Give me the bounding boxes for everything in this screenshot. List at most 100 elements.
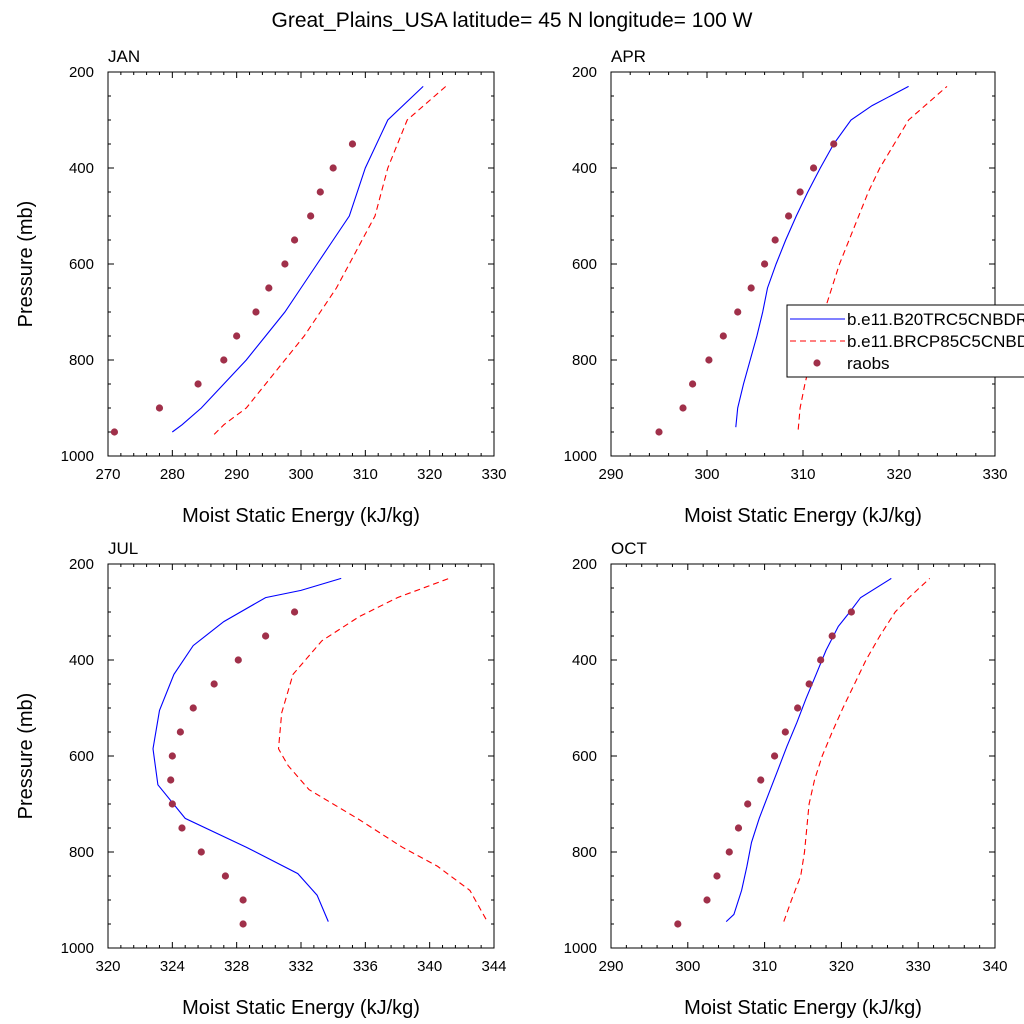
x-tick-label: 320 bbox=[417, 466, 442, 483]
y-tick-label: 600 bbox=[69, 256, 94, 273]
legend: b.e11.B20TRC5CNBDRD b.e11.BRCP85C5CNBDRD r… bbox=[786, 304, 1024, 378]
raobs-point bbox=[168, 752, 176, 760]
x-tick-label: 336 bbox=[353, 958, 378, 975]
legend-marker-raobs bbox=[813, 359, 821, 367]
x-axis-label: Moist Static Energy (kJ/kg) bbox=[182, 997, 420, 1019]
y-tick-label: 800 bbox=[69, 352, 94, 369]
raobs-point bbox=[689, 380, 697, 388]
raobs-point bbox=[265, 284, 273, 292]
legend-label: b.e11.B20TRC5CNBDRD bbox=[847, 310, 1024, 329]
plot-frame bbox=[107, 71, 495, 457]
raobs-point bbox=[805, 680, 813, 688]
raobs-point bbox=[771, 236, 779, 244]
raobs-point bbox=[725, 848, 733, 856]
x-tick-label: 290 bbox=[598, 466, 623, 483]
raobs-point bbox=[189, 704, 197, 712]
y-tick-label: 200 bbox=[69, 64, 94, 81]
raobs-point bbox=[290, 608, 299, 616]
raobs-point bbox=[734, 824, 743, 832]
raobs-point bbox=[168, 800, 176, 808]
x-tick-label: 330 bbox=[982, 466, 1007, 483]
raobs-point bbox=[734, 308, 742, 316]
legend-box bbox=[786, 304, 1024, 378]
raobs-point bbox=[239, 920, 247, 928]
x-tick-label: 324 bbox=[160, 958, 185, 975]
raobs-point bbox=[796, 188, 804, 196]
plot-frame bbox=[610, 563, 996, 949]
raobs-point bbox=[316, 188, 324, 196]
raobs-point bbox=[761, 260, 769, 268]
raobs-point bbox=[329, 164, 337, 172]
b20trc5-line bbox=[171, 86, 424, 433]
panel-jan: JAN 270 280 290 300 310 320 330 200 400 600 800 1000… bbox=[15, 47, 507, 527]
raobs-point bbox=[794, 704, 802, 712]
plot-frame bbox=[610, 71, 996, 457]
raobs-point bbox=[348, 140, 357, 148]
panel-title: APR bbox=[611, 47, 646, 66]
raobs-point bbox=[744, 800, 752, 808]
raobs-point bbox=[233, 332, 241, 340]
raobs-point bbox=[674, 920, 682, 928]
y-tick-label: 600 bbox=[69, 748, 94, 765]
raobs-point bbox=[817, 656, 825, 664]
y-tick-label: 1000 bbox=[61, 448, 94, 465]
y-tick-label: 600 bbox=[572, 748, 597, 765]
x-axis-label: Moist Static Energy (kJ/kg) bbox=[684, 997, 922, 1019]
x-tick-label: 300 bbox=[694, 466, 719, 483]
y-tick-label: 400 bbox=[69, 652, 94, 669]
raobs-point bbox=[719, 332, 727, 340]
panel-oct: OCT 290 300 310 320 330 340 200 400 600 800 1000 Moi… bbox=[564, 539, 1008, 1019]
raobs-point bbox=[176, 728, 184, 736]
y-tick-label: 600 bbox=[572, 256, 597, 273]
raobs-point bbox=[809, 164, 818, 172]
y-tick-label: 1000 bbox=[564, 940, 597, 957]
y-tick-label: 200 bbox=[572, 556, 597, 573]
x-tick-label: 320 bbox=[886, 466, 911, 483]
y-tick-label: 200 bbox=[572, 64, 597, 81]
panel-jul: JUL 320 324 328 332 336 340 344 200 400 600 800 1000… bbox=[15, 539, 507, 1019]
raobs-point bbox=[713, 872, 721, 880]
y-tick-label: 400 bbox=[69, 160, 94, 177]
legend-label: raobs bbox=[847, 354, 890, 373]
raobs-point bbox=[679, 404, 687, 412]
raobs-point bbox=[757, 776, 765, 784]
x-axis-label: Moist Static Energy (kJ/kg) bbox=[684, 505, 922, 527]
y-tick-label: 400 bbox=[572, 160, 597, 177]
raobs-point bbox=[847, 608, 855, 616]
x-axis-label: Moist Static Energy (kJ/kg) bbox=[182, 505, 420, 527]
panel-title: JUL bbox=[108, 539, 138, 558]
raobs-point bbox=[110, 428, 119, 436]
y-axis-label: Pressure (mb) bbox=[15, 201, 37, 328]
brcp85-line bbox=[277, 577, 487, 920]
y-tick-label: 800 bbox=[572, 844, 597, 861]
raobs-point bbox=[155, 404, 164, 412]
raobs-point bbox=[239, 896, 247, 904]
x-tick-label: 332 bbox=[288, 958, 313, 975]
raobs-point bbox=[770, 752, 779, 760]
panel-apr: APR 290 300 310 320 330 200 400 600 800 1000 Moist … bbox=[564, 47, 1008, 527]
panel-title: JAN bbox=[108, 47, 140, 66]
x-tick-label: 300 bbox=[288, 466, 313, 483]
x-tick-label: 330 bbox=[906, 958, 931, 975]
plot-frame bbox=[107, 563, 495, 949]
raobs-point bbox=[252, 308, 260, 316]
x-tick-label: 344 bbox=[481, 958, 506, 975]
x-tick-label: 290 bbox=[598, 958, 623, 975]
raobs-point bbox=[178, 824, 186, 832]
brcp85-line bbox=[213, 85, 447, 435]
y-axis-label: Pressure (mb) bbox=[15, 693, 37, 820]
x-tick-label: 280 bbox=[160, 466, 185, 483]
raobs-point bbox=[210, 680, 218, 688]
raobs-point bbox=[194, 380, 202, 388]
y-tick-label: 1000 bbox=[564, 448, 597, 465]
brcp85-line bbox=[783, 577, 931, 922]
raobs-point bbox=[290, 236, 299, 244]
raobs-point bbox=[197, 848, 205, 856]
raobs-point bbox=[747, 284, 755, 292]
y-tick-label: 200 bbox=[69, 556, 94, 573]
panel-title: OCT bbox=[611, 539, 647, 558]
x-tick-label: 270 bbox=[95, 466, 120, 483]
x-tick-label: 310 bbox=[353, 466, 378, 483]
y-tick-label: 800 bbox=[69, 844, 94, 861]
raobs-point bbox=[655, 428, 663, 436]
